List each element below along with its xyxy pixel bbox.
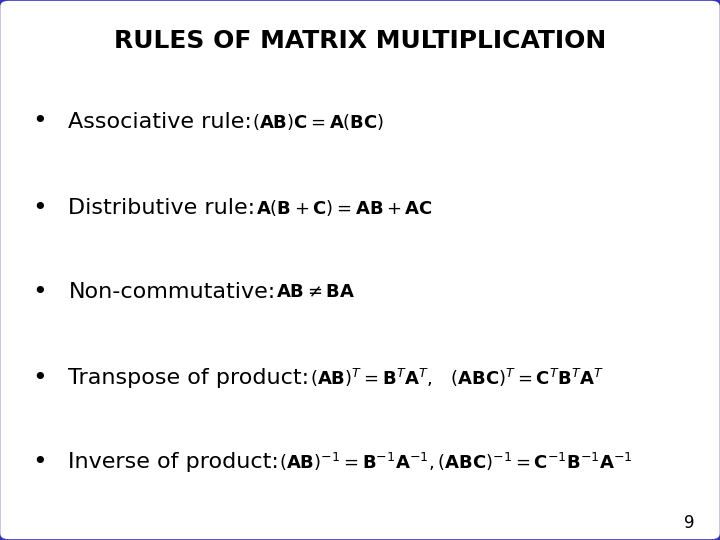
Text: •: • <box>32 280 47 303</box>
Text: •: • <box>32 196 47 220</box>
Text: $(\mathbf{AB})^{T} = \mathbf{B}^{T}\mathbf{A}^{T},\;\;\; (\mathbf{ABC})^{T} = \m: $(\mathbf{AB})^{T} = \mathbf{B}^{T}\math… <box>310 367 603 389</box>
Text: $\mathbf{A}(\mathbf{B}+\mathbf{C}) = \mathbf{AB}+\mathbf{AC}$: $\mathbf{A}(\mathbf{B}+\mathbf{C}) = \ma… <box>256 198 433 218</box>
Text: RULES OF MATRIX MULTIPLICATION: RULES OF MATRIX MULTIPLICATION <box>114 29 606 52</box>
Text: Distributive rule:: Distributive rule: <box>68 198 256 218</box>
Text: •: • <box>32 450 47 474</box>
Text: Inverse of product:: Inverse of product: <box>68 451 279 472</box>
Text: Non-commutative:: Non-commutative: <box>68 281 276 302</box>
Text: $(\mathbf{AB})^{-1} = \mathbf{B}^{-1}\mathbf{A}^{-1},(\mathbf{ABC})^{-1} = \math: $(\mathbf{AB})^{-1} = \mathbf{B}^{-1}\ma… <box>279 451 633 472</box>
Text: $(\mathbf{AB})\mathbf{C} = \mathbf{A}(\mathbf{BC})$: $(\mathbf{AB})\mathbf{C} = \mathbf{A}(\m… <box>252 111 384 132</box>
Text: Associative rule:: Associative rule: <box>68 111 252 132</box>
Text: •: • <box>32 366 47 390</box>
Text: 9: 9 <box>684 514 695 532</box>
Text: $\mathbf{AB} \neq \mathbf{BA}$: $\mathbf{AB} \neq \mathbf{BA}$ <box>276 282 355 301</box>
Text: Transpose of product:: Transpose of product: <box>68 368 310 388</box>
Text: •: • <box>32 110 47 133</box>
